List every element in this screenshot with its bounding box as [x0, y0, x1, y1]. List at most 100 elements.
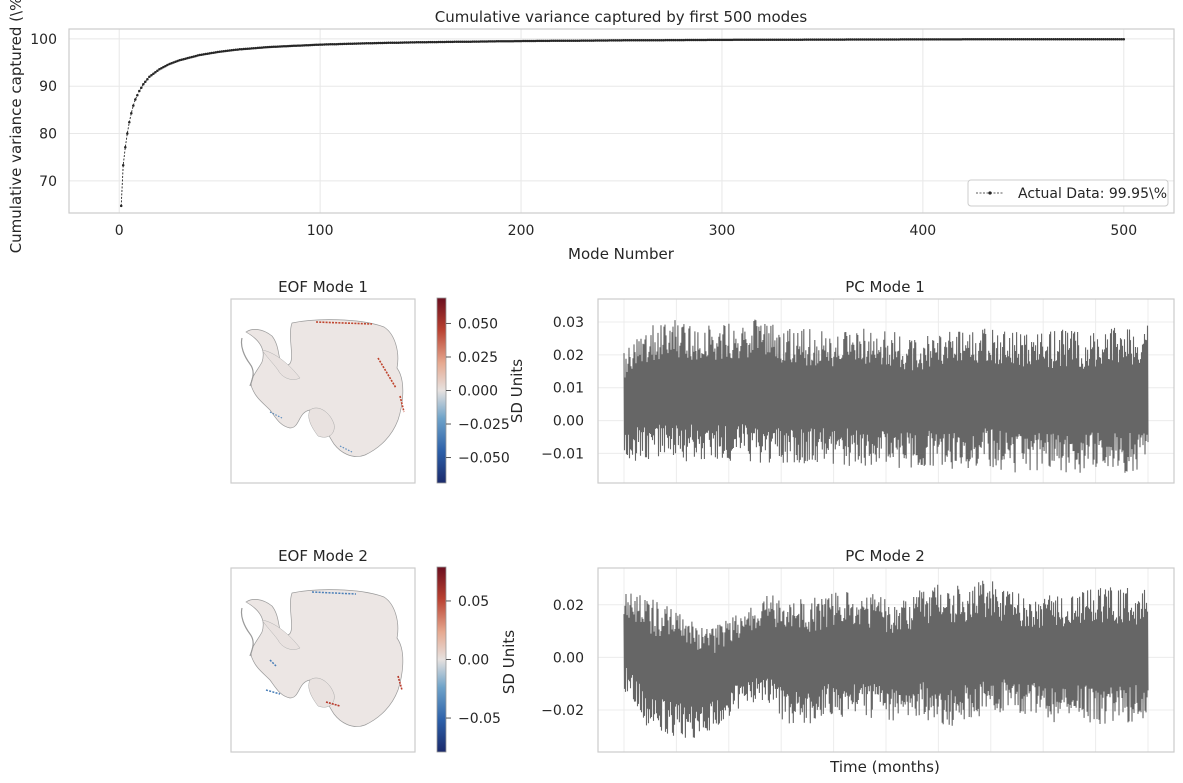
cumvar-point: [708, 38, 712, 42]
cumvar-point: [363, 42, 366, 45]
cumvar-point: [833, 38, 836, 41]
cumvar-point: [212, 51, 215, 54]
cumvar-point: [230, 49, 233, 52]
cumvar-point: [1048, 37, 1051, 41]
cumvar-point: [180, 58, 183, 61]
colorbar-tick-label: −0.025: [458, 417, 510, 433]
cumvar-point: [1072, 37, 1075, 41]
cumvar-point: [933, 38, 937, 41]
cumvar-point: [592, 39, 595, 42]
cumvar-xtick-label: 400: [909, 223, 936, 239]
cumvar-point: [574, 39, 577, 42]
cumvar-point: [168, 62, 171, 66]
cumvar-point: [1090, 37, 1093, 41]
cumvar-point: [889, 38, 892, 41]
cumvar-point: [160, 66, 163, 70]
cumvar-point: [543, 39, 547, 43]
cumvar-point: [1098, 37, 1101, 41]
cumvar-point: [624, 39, 627, 42]
cumvar-point: [981, 38, 985, 41]
cumvar-point: [817, 38, 820, 41]
cumvar-point: [403, 41, 406, 44]
cumvar-point: [568, 39, 571, 42]
pc1-ticks: −0.01 0.00 0.01 0.02 0.03: [541, 315, 584, 462]
cumvar-point: [578, 39, 581, 42]
cumvar-point: [383, 41, 386, 45]
cumvar-point: [288, 44, 292, 48]
cumvar-point: [947, 38, 951, 41]
cumvar-point: [670, 38, 673, 42]
cumvar-point: [867, 38, 870, 41]
pc1-ytick-label: 0.01: [553, 381, 584, 397]
pc1-ytick-label: −0.01: [541, 446, 584, 462]
cumvar-point: [793, 38, 796, 41]
cumvar-point: [809, 38, 812, 41]
cumvar-point: [276, 45, 280, 48]
eof2-colorbar: [436, 566, 447, 753]
cumvar-point: [760, 38, 764, 42]
cumvar-point: [234, 48, 238, 52]
cumvar-point: [433, 40, 436, 44]
cumvar-point: [734, 38, 738, 42]
cumvar-point: [1106, 37, 1109, 41]
cumvar-point: [559, 39, 563, 43]
cumvar-point: [322, 43, 326, 46]
cumvar-point: [905, 38, 909, 41]
cumvar-point: [1112, 37, 1115, 41]
cumvar-point: [310, 43, 314, 47]
cumvar-point: [220, 50, 223, 53]
legend-marker-swatch: [988, 191, 992, 195]
cumvar-point: [555, 39, 559, 43]
cumvar-point: [778, 38, 782, 41]
cumvar-point: [1032, 38, 1035, 41]
cumvar-point: [1028, 38, 1031, 41]
cumvar-frame: [68, 28, 1175, 214]
cumvar-point: [847, 38, 850, 41]
eof2-coastal-highlight-red: [325, 675, 403, 707]
cumvar-point: [730, 38, 734, 42]
cumvar-point: [475, 40, 479, 43]
cumvar-point: [945, 38, 949, 41]
cumvar-point: [461, 40, 465, 43]
cumvar-point: [158, 67, 161, 71]
cumvar-point: [628, 39, 631, 42]
cumvar-point: [584, 39, 587, 42]
cumvar-point: [706, 38, 710, 42]
cumvar-point: [1114, 37, 1117, 41]
cumvar-point: [495, 40, 499, 43]
cumvar-point: [752, 38, 756, 42]
cumvar-point: [236, 48, 240, 51]
cumvar-point: [357, 42, 360, 45]
cumvar-point: [815, 38, 818, 41]
cumvar-point: [439, 40, 442, 44]
cumvar-point: [702, 38, 706, 42]
cumvar-point: [371, 41, 374, 45]
cumvar-point: [995, 38, 999, 41]
cumvar-point: [369, 41, 372, 45]
eof1-title: EOF Mode 1: [278, 278, 368, 296]
cumvar-point: [250, 47, 254, 50]
cumvar-point: [618, 39, 621, 42]
cumvar-point: [636, 39, 639, 42]
cumvar-point: [481, 40, 485, 43]
cumvar-point: [184, 57, 187, 60]
cumvar-point: [622, 39, 625, 42]
cumvar-point: [638, 39, 641, 42]
cumvar-point: [728, 38, 732, 42]
cumvar-point: [837, 38, 840, 41]
cumvar-point: [204, 52, 207, 56]
cumvar-point: [334, 42, 338, 46]
cumvar-point: [457, 40, 461, 44]
cumvar-point: [634, 39, 637, 42]
cumvar-point: [210, 51, 213, 55]
cumvar-point: [415, 41, 418, 44]
cumvar-point: [188, 56, 191, 59]
cumvar-point: [136, 93, 139, 97]
cumvar-point: [590, 39, 593, 42]
cumvar-point: [630, 39, 633, 42]
cumvar-point: [861, 38, 864, 41]
cumvar-point: [895, 38, 898, 41]
cumvar-point: [306, 43, 310, 47]
cumvar-point: [483, 40, 487, 43]
cumvar-point: [849, 38, 852, 41]
